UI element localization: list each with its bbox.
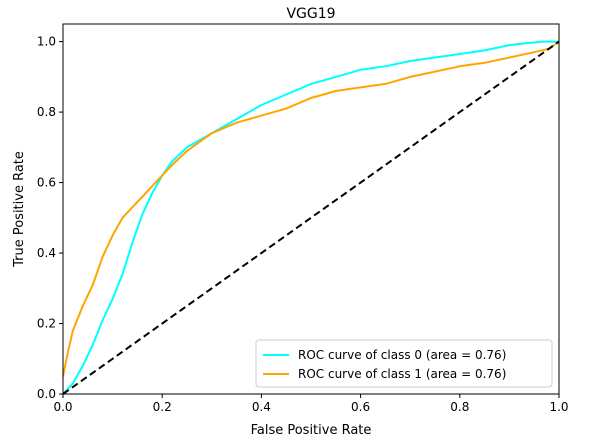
y-axis-label: True Positive Rate [12, 151, 27, 268]
y-tick-label: 0.8 [37, 105, 56, 119]
legend-label: ROC curve of class 1 (area = 0.76) [298, 367, 506, 381]
y-tick-label: 0.2 [37, 317, 56, 331]
x-tick-label: 0.0 [53, 400, 72, 414]
legend: ROC curve of class 0 (area = 0.76) ROC cu… [255, 339, 553, 388]
y-tick-label: 1.0 [37, 35, 56, 49]
chance-diagonal-line [62, 40, 560, 395]
chart-title: VGG19 [286, 6, 335, 22]
x-tick-label: 0.6 [351, 400, 370, 414]
y-tick-label: 0.0 [37, 387, 56, 401]
y-tick-label: 0.6 [37, 176, 56, 190]
axes-frame [62, 23, 560, 395]
x-tick-label: 0.4 [252, 400, 271, 414]
x-tick-label: 1.0 [549, 400, 568, 414]
legend-label: ROC curve of class 0 (area = 0.76) [298, 348, 506, 362]
roc-curve-class-0 [62, 40, 559, 395]
series-layer [62, 40, 560, 395]
x-axis-label: False Positive Rate [251, 423, 372, 438]
legend-box [255, 339, 553, 388]
y-tick-label: 0.4 [37, 246, 56, 260]
x-tick-label: 0.8 [450, 400, 469, 414]
x-tick-label: 0.2 [153, 400, 172, 414]
roc-curve-class-1 [62, 40, 560, 377]
